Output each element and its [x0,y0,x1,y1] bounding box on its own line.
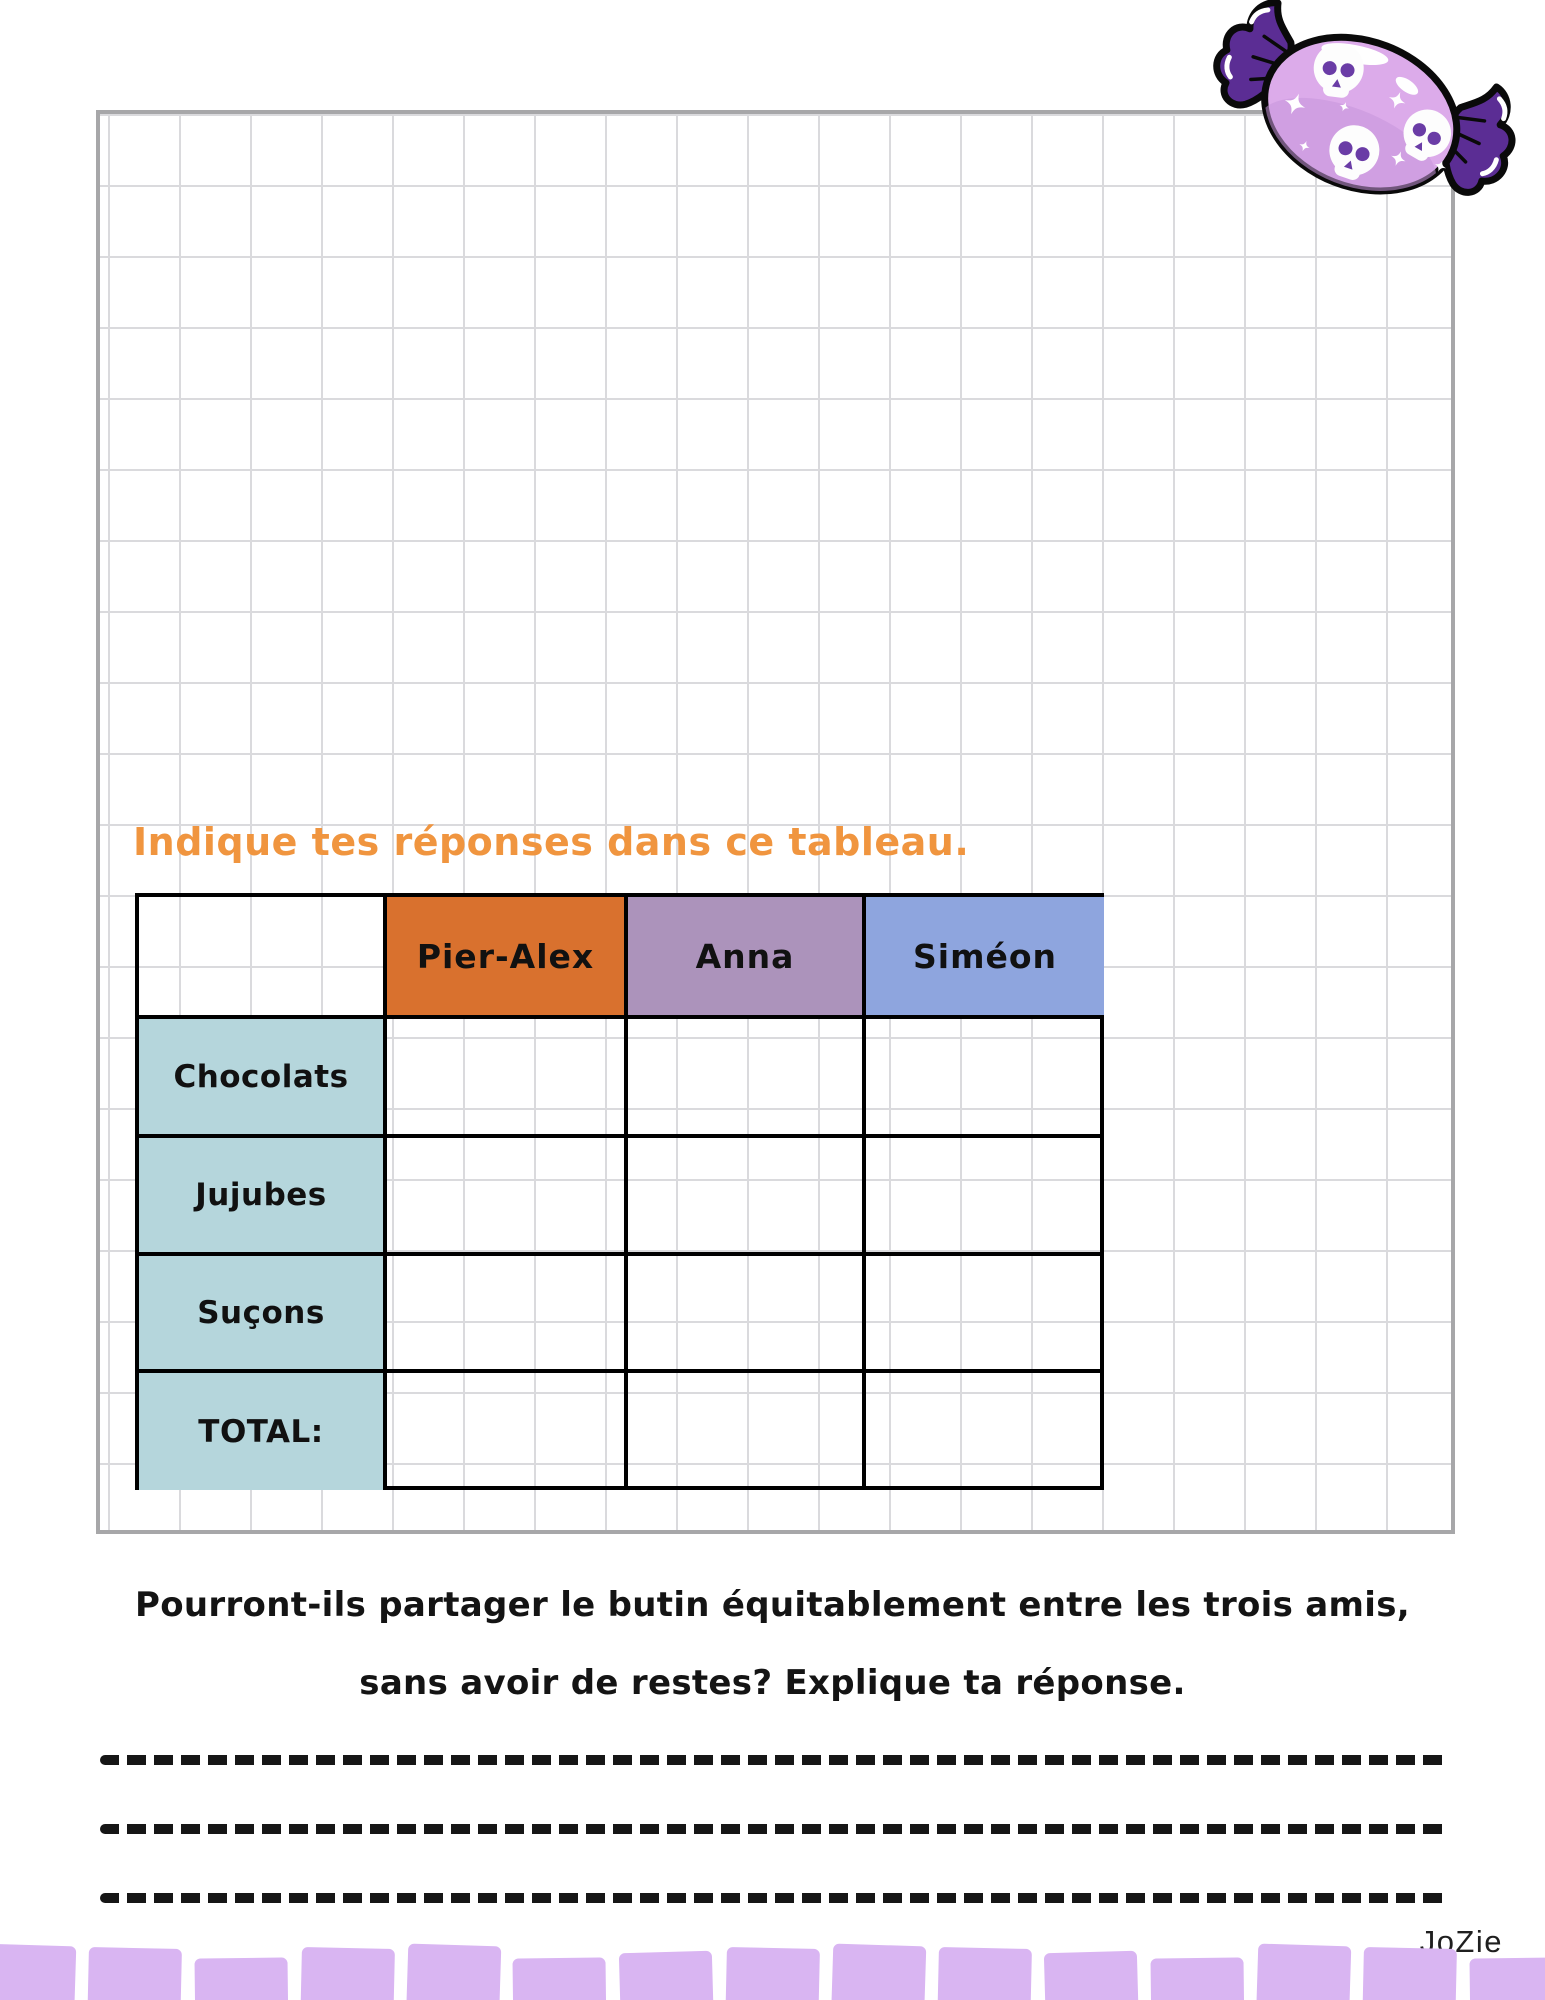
answer-cell[interactable] [387,1256,628,1373]
column-header-simeon: Siméon [866,897,1104,1019]
band-brick [0,1943,77,2000]
band-brick [1255,1943,1352,2000]
band-brick [1469,1957,1545,2000]
band-brick [87,1946,183,2000]
question-line-2: sans avoir de restes? Explique ta répons… [359,1663,1186,1703]
band-brick [1150,1957,1245,2000]
answer-line[interactable] [100,1824,1448,1834]
answer-cell[interactable] [628,1019,866,1138]
row-header-chocolats: Chocolats [139,1019,387,1138]
band-brick [512,1957,608,2000]
answer-cell[interactable] [628,1138,866,1256]
answer-cell[interactable] [866,1373,1104,1490]
answer-line[interactable] [100,1755,1448,1765]
answer-cell[interactable] [866,1138,1104,1256]
band-brick [1362,1946,1458,2000]
answers-table: Pier-Alex Anna Siméon Chocolats Jujubes … [135,893,1104,1490]
band-brick [299,1946,396,2000]
answer-cell[interactable] [387,1138,628,1256]
answer-cell[interactable] [628,1256,866,1373]
answer-cell[interactable] [387,1373,628,1490]
row-header-jujubes: Jujubes [139,1138,387,1256]
answer-cell[interactable] [387,1019,628,1138]
band-brick [830,1943,927,2000]
answer-cell[interactable] [866,1019,1104,1138]
answer-line[interactable] [100,1893,1448,1903]
band-brick [937,1946,1033,2000]
column-header-pier-alex: Pier-Alex [387,897,628,1019]
band-brick [724,1946,821,2000]
band-brick [194,1957,289,2000]
question-line-1: Pourront-ils partager le butin équitable… [135,1585,1410,1625]
band-brick [405,1943,502,2000]
bottom-decorative-band [0,1936,1545,2000]
question-text: Pourront-ils partager le butin équitable… [0,1566,1545,1722]
skull-candy-icon [1195,16,1525,248]
band-brick [618,1950,715,2000]
row-header-sucons: Suçons [139,1256,387,1373]
answer-cell[interactable] [866,1256,1104,1373]
band-brick [1043,1950,1140,2000]
instruction-text: Indique tes réponses dans ce tableau. [133,820,970,864]
answer-cell[interactable] [628,1373,866,1490]
column-header-anna: Anna [628,897,866,1019]
row-header-total: TOTAL: [139,1373,387,1490]
corner-cell [139,897,387,1019]
